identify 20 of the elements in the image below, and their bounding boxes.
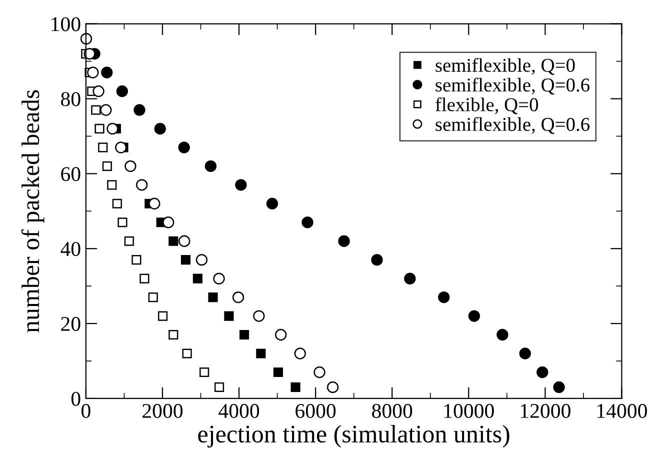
- x-tick-label: 0: [82, 404, 90, 418]
- y-tick-label: 60: [61, 167, 80, 182]
- legend-label: semiflexible, Q=0.6: [436, 117, 590, 134]
- y-axis-title: number of packed beads: [21, 90, 44, 332]
- x-tick-label: 14000: [597, 404, 647, 418]
- legend-label: semiflexible, Q=0.6: [436, 78, 590, 95]
- x-tick-label: 4000: [218, 404, 260, 418]
- x-tick-label: 6000: [296, 404, 336, 418]
- x-axis-title: ejection time (simulation units): [198, 424, 510, 448]
- legend-label: semiflexible, Q=0: [436, 58, 575, 75]
- y-tick-label: 40: [60, 242, 80, 256]
- x-tick-label: 8000: [372, 404, 412, 418]
- legend-label: flexible, Q=0: [436, 97, 538, 114]
- x-tick-label: 10000: [444, 404, 494, 418]
- y-tick-label: 0: [71, 392, 80, 406]
- y-tick-label: 80: [61, 92, 80, 106]
- y-tick-label: 20: [61, 316, 80, 331]
- x-tick-label: 2000: [142, 404, 183, 418]
- y-tick-label: 100: [52, 17, 80, 32]
- x-tick-label: 12000: [520, 404, 570, 418]
